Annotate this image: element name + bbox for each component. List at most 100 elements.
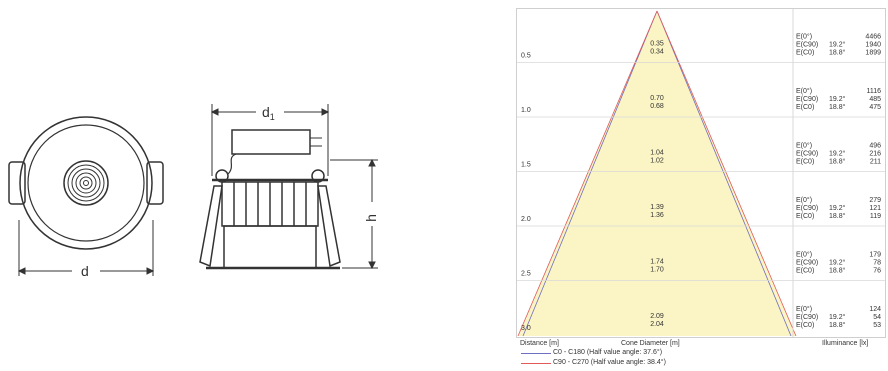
lower-body: [223, 225, 317, 269]
angle-c90: 19.2°: [829, 259, 846, 267]
illuminance-e0: 279: [869, 197, 881, 204]
angle-c90: 19.2°: [829, 95, 846, 103]
illuminance-ec90: 78: [873, 260, 881, 267]
lens-center: [83, 180, 89, 186]
cone-diameter-c90: 1.70: [650, 267, 664, 274]
label-ec0: E(C0): [796, 322, 814, 329]
label-ec90: E(C90): [796, 42, 818, 49]
lens-ring-3: [75, 172, 97, 194]
legend-c90-line: [521, 363, 551, 364]
label-ec90: E(C90): [796, 205, 818, 212]
cone-diameter-c0: 0.35: [650, 41, 664, 48]
cone-diameter-c0: 1.04: [650, 150, 664, 157]
right-clip: [317, 185, 341, 268]
label-ec0: E(C0): [796, 268, 814, 275]
angle-c0: 18.8°: [829, 212, 846, 220]
angle-c0: 18.8°: [829, 321, 846, 329]
right-spring: [311, 169, 325, 183]
illuminance-e0: 4466: [865, 34, 881, 41]
angle-c0: 18.8°: [829, 158, 846, 166]
c90-edge-left: [517, 10, 658, 337]
illuminance-ec0: 211: [870, 159, 881, 166]
top-view-drawing: [8, 116, 164, 250]
illuminance-ec0: 119: [870, 213, 881, 220]
dimension-d1-label: d1: [262, 104, 275, 122]
dimension-d: [17, 220, 155, 276]
cone-diameter-c0: 1.39: [650, 204, 664, 211]
cone-fill: [518, 11, 796, 336]
side-view-drawing: [199, 129, 341, 270]
cone-diameter-c90: 1.02: [650, 158, 664, 165]
cone-diameter-c90: 0.34: [650, 49, 664, 56]
label-e0: E(0°): [796, 87, 812, 95]
footer-distance: Distance [m]: [520, 340, 559, 347]
label-e0: E(0°): [796, 196, 812, 204]
illuminance-ec90: 1940: [865, 42, 881, 49]
cone-rows: 0.50.350.34E(0°)E(C90)E(C0)19.2°18.8°446…: [517, 33, 885, 332]
legend-c90-label: C90 - C270 (Half value angle: 38.4°): [553, 359, 666, 366]
dimension-h-label: h: [363, 214, 379, 222]
illuminance-ec90: 216: [869, 151, 881, 158]
left-tab: [8, 161, 26, 205]
label-ec90: E(C90): [796, 96, 818, 103]
dimension-h: [330, 158, 378, 270]
angle-c0: 18.8°: [829, 49, 846, 57]
illuminance-e0: 1116: [866, 88, 881, 95]
dimension-d-label: d: [81, 263, 89, 279]
lens-outer: [63, 160, 109, 206]
technical-drawings: d d1: [8, 104, 379, 279]
angle-c90: 19.2°: [829, 41, 846, 49]
c0-edge-right: [656, 10, 792, 337]
illuminance-ec0: 53: [873, 322, 881, 329]
label-e0: E(0°): [796, 305, 812, 313]
dimension-d1: [210, 104, 330, 176]
right-tab: [146, 161, 164, 205]
label-e0: E(0°): [796, 33, 812, 41]
c0-edge-left: [522, 10, 658, 337]
illuminance-ec0: 475: [869, 104, 881, 111]
illuminance-ec90: 485: [869, 96, 881, 103]
lens-ring-1: [67, 164, 105, 202]
label-ec90: E(C90): [796, 314, 818, 321]
distance-label: 1.5: [521, 162, 531, 169]
illuminance-e0: 124: [869, 306, 881, 313]
distance-label: 2.0: [521, 216, 531, 223]
cone-diameter-c0: 2.09: [650, 313, 664, 320]
driver-box: [231, 129, 311, 155]
inner-ring: [27, 124, 145, 242]
illuminance-ec0: 1899: [865, 50, 881, 57]
cone-diameter-c0: 1.74: [650, 259, 664, 266]
legend-c0-line: [521, 353, 551, 354]
angle-c0: 18.8°: [829, 103, 846, 111]
label-ec0: E(C0): [796, 159, 814, 166]
illuminance-e0: 179: [869, 252, 881, 259]
footer-cone-diameter: Cone Diameter [m]: [621, 340, 680, 347]
illuminance-ec90: 121: [869, 205, 881, 212]
distance-label: 3.0: [521, 325, 531, 332]
angle-c90: 19.2°: [829, 204, 846, 212]
label-ec90: E(C90): [796, 151, 818, 158]
label-ec0: E(C0): [796, 104, 814, 111]
label-e0: E(0°): [796, 251, 812, 259]
outer-ring: [19, 116, 153, 250]
cone-diameter-c90: 0.68: [650, 103, 664, 110]
distance-label: 2.5: [521, 271, 531, 278]
label-ec90: E(C90): [796, 260, 818, 267]
angle-c90: 19.2°: [829, 313, 846, 321]
footer-illuminance: Illuminance [lx]: [822, 340, 869, 347]
distance-label: 0.5: [521, 53, 531, 60]
label-ec0: E(C0): [796, 50, 814, 57]
label-ec0: E(C0): [796, 213, 814, 220]
cone-diameter-c90: 1.36: [650, 212, 664, 219]
cone-diagram: 0.50.350.34E(0°)E(C90)E(C0)19.2°18.8°446…: [516, 8, 886, 338]
illuminance-ec90: 54: [873, 314, 881, 321]
left-spring: [215, 169, 229, 183]
lens-ring-2: [71, 168, 101, 198]
left-clip: [199, 185, 223, 268]
angle-c90: 19.2°: [829, 150, 846, 158]
distance-label: 1.0: [521, 107, 531, 114]
label-e0: E(0°): [796, 142, 812, 150]
cone-diameter-c90: 2.04: [650, 321, 664, 328]
legend-c0-label: C0 - C180 (Half value angle: 37.6°): [553, 349, 663, 356]
illuminance-ec0: 76: [873, 268, 881, 275]
